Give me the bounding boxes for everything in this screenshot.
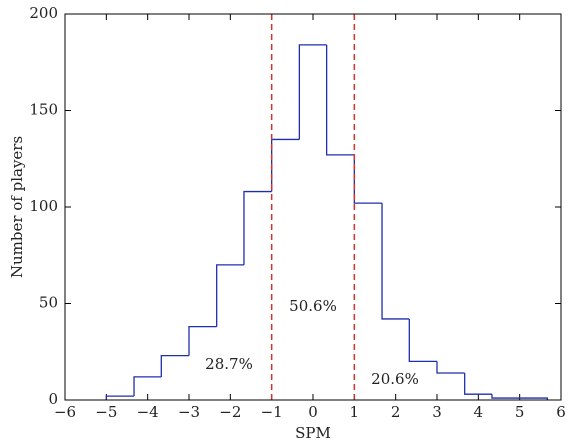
histogram-bin (188, 326, 217, 356)
x-tick-label: −5 (95, 403, 117, 421)
x-tick-label: 1 (350, 403, 360, 421)
histogram-bin (298, 44, 327, 140)
region-percentage: 20.6% (371, 370, 419, 388)
region-percentage: 50.6% (289, 297, 337, 315)
histogram-bin (491, 394, 520, 399)
x-tick-label: 2 (391, 403, 401, 421)
histogram-bin (133, 376, 162, 397)
x-tick-label: −1 (261, 403, 283, 421)
y-tick-label: 150 (29, 101, 58, 119)
histogram-bin (325, 44, 355, 156)
y-tick-label: 200 (29, 4, 58, 22)
region-percentage: 28.7% (205, 355, 253, 373)
x-tick-label: 0 (308, 403, 318, 421)
y-tick-label: 50 (39, 294, 58, 312)
x-tick-label: −2 (219, 403, 241, 421)
x-axis-label: SPM (295, 424, 331, 442)
x-tick-label: 6 (556, 403, 566, 421)
histogram-bin (464, 372, 492, 395)
x-tick-label: −6 (54, 403, 76, 421)
histogram-bin (519, 397, 549, 400)
x-tick-label: 5 (515, 403, 525, 421)
x-tick-label: 3 (432, 403, 442, 421)
y-axis-label: Number of players (8, 136, 26, 278)
y-tick-label: 100 (29, 197, 58, 215)
histogram-bin (381, 203, 410, 320)
plot-frame (64, 13, 562, 401)
x-tick-label: −3 (178, 403, 200, 421)
histogram-bin (353, 154, 383, 204)
histogram-bin (271, 138, 300, 192)
histogram-bin (436, 361, 465, 374)
histogram-bin (216, 264, 244, 327)
histogram-bin (105, 395, 135, 400)
histogram-bin (243, 190, 272, 265)
y-tick-label: 0 (48, 390, 58, 408)
histogram-bin (160, 354, 189, 377)
x-tick-label: 4 (474, 403, 484, 421)
x-tick-label: −4 (137, 403, 159, 421)
histogram-bin (408, 318, 437, 363)
